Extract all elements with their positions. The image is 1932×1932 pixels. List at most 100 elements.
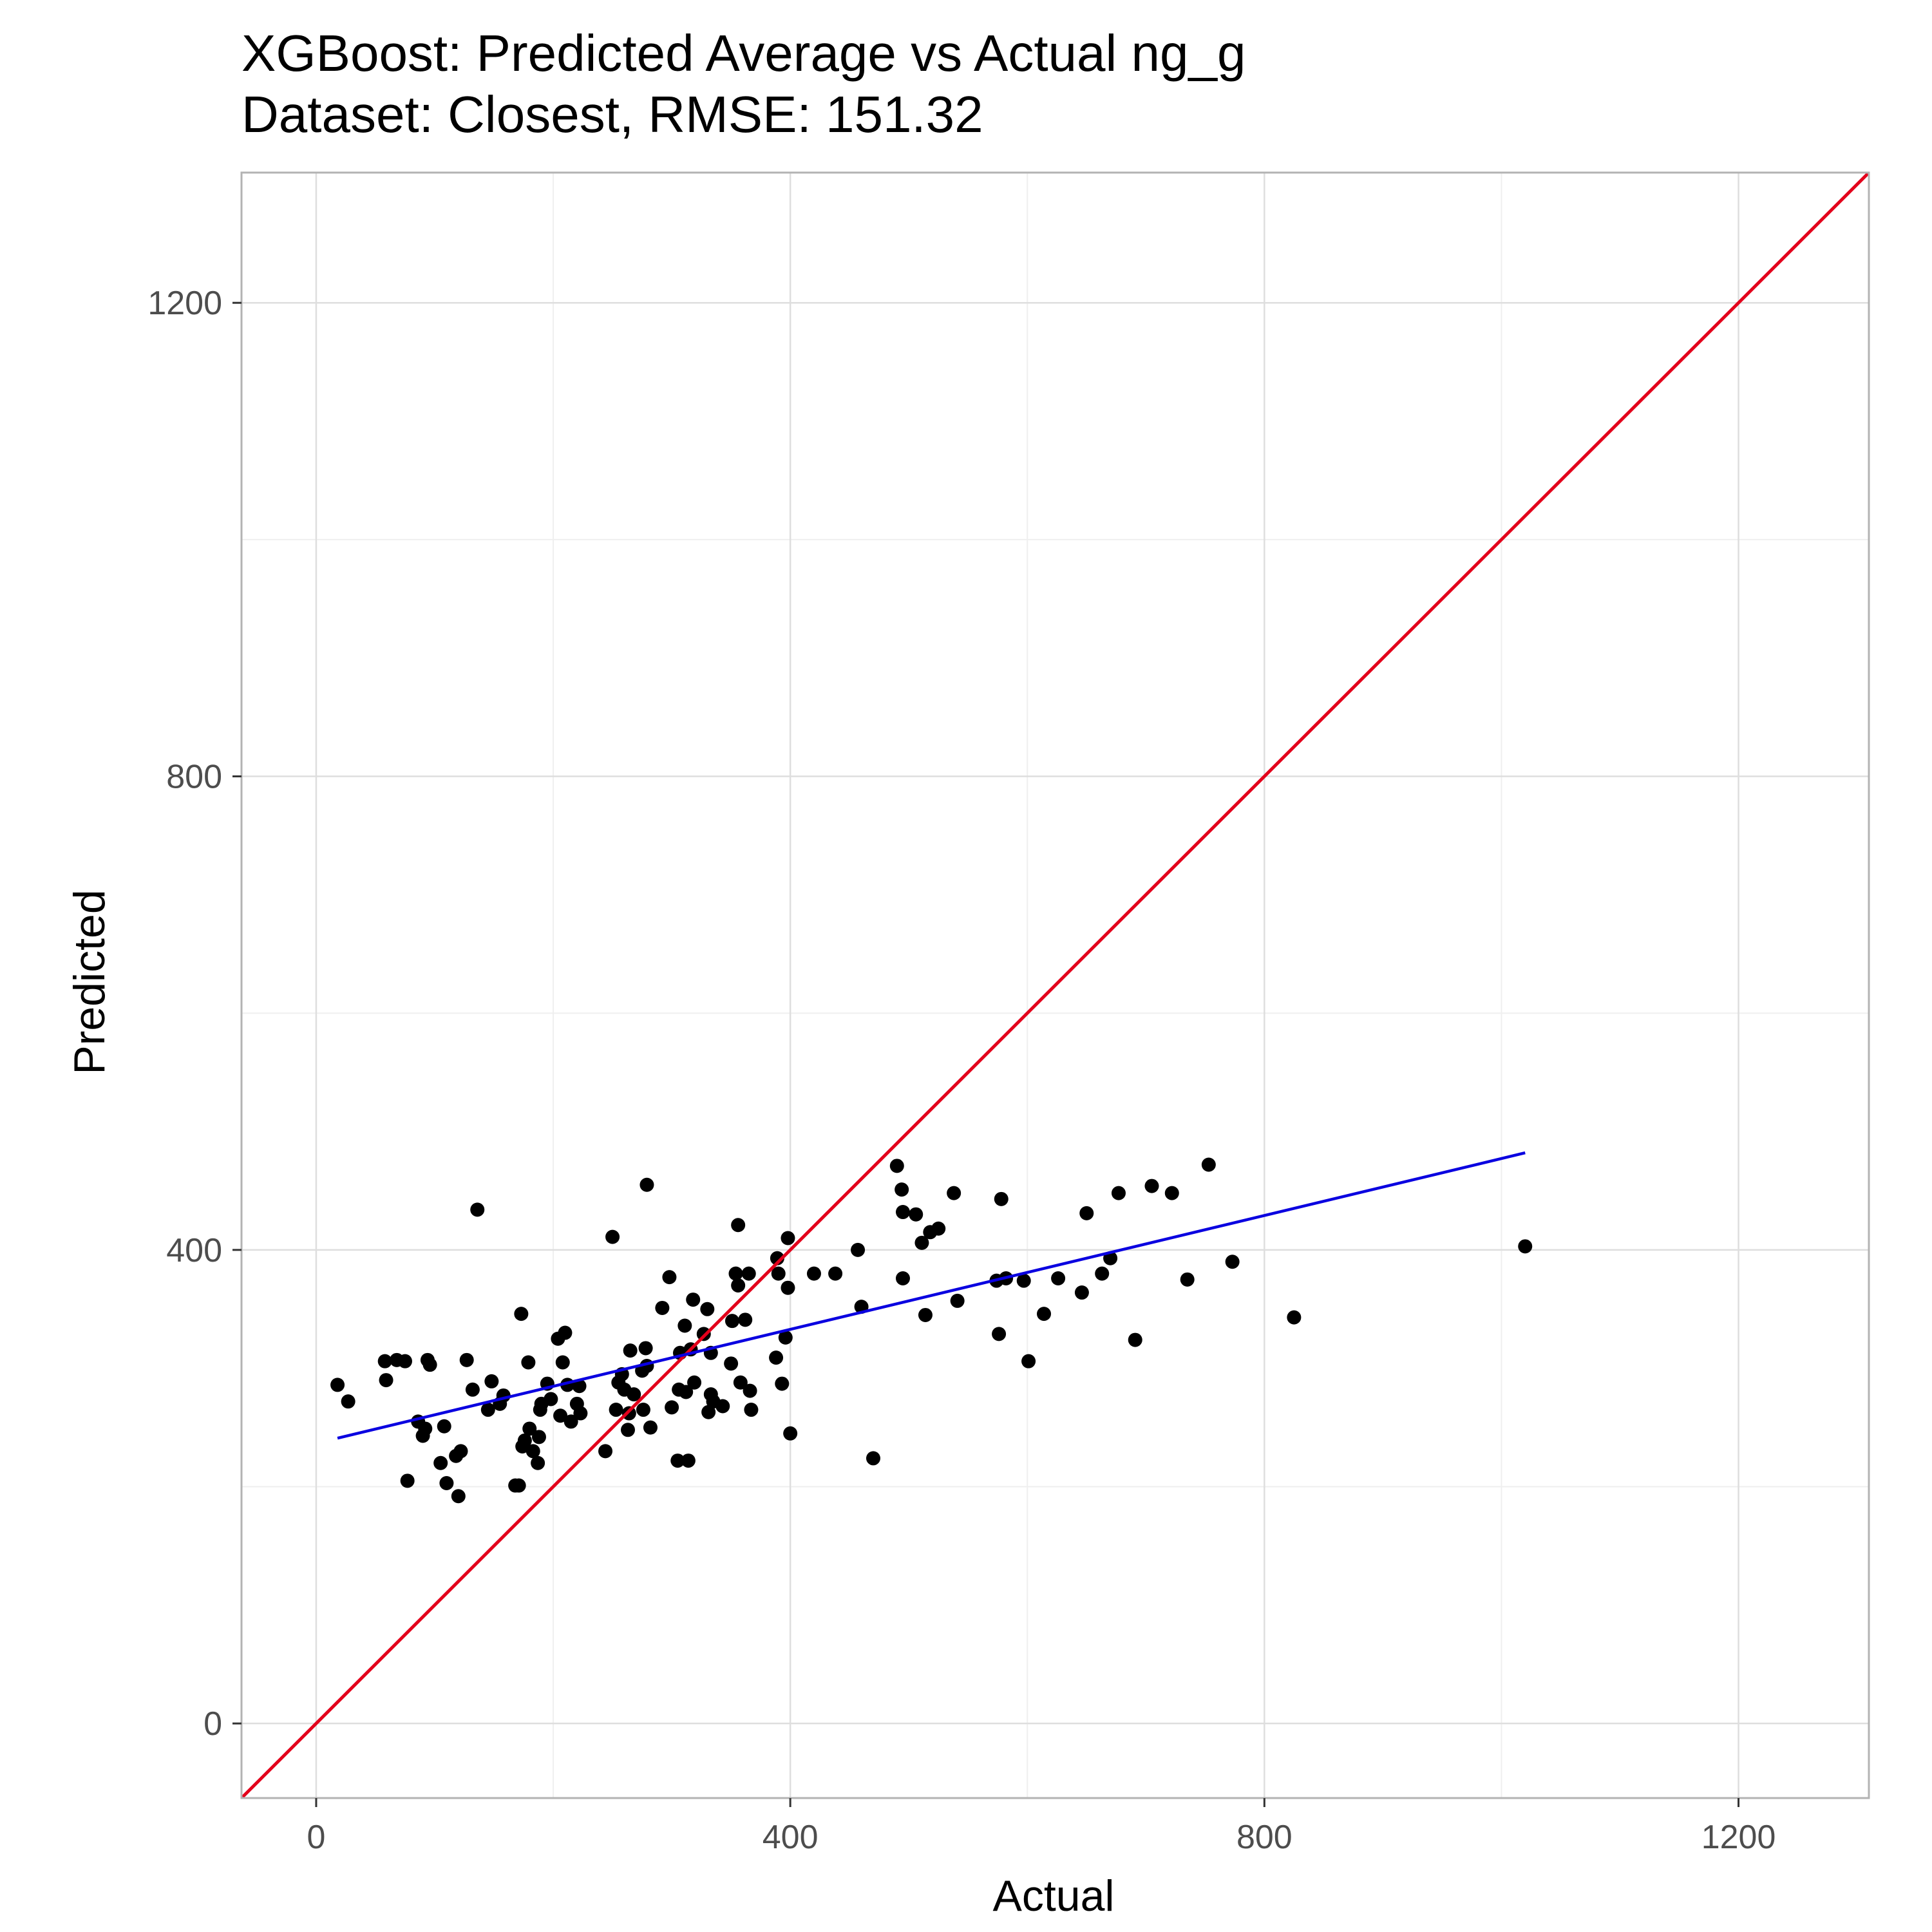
data-point xyxy=(418,1421,433,1436)
x-tick-label: 1200 xyxy=(1701,1819,1776,1856)
data-point xyxy=(439,1476,454,1491)
data-point xyxy=(400,1473,415,1488)
data-point xyxy=(769,1350,784,1365)
data-point xyxy=(1518,1239,1533,1254)
data-point xyxy=(377,1354,392,1368)
data-point xyxy=(621,1406,636,1421)
data-point xyxy=(828,1266,843,1281)
data-point xyxy=(379,1373,393,1388)
data-point xyxy=(531,1455,545,1470)
y-tick-label: 1200 xyxy=(147,285,222,322)
data-point xyxy=(992,1327,1007,1341)
data-point xyxy=(738,1312,753,1327)
data-point xyxy=(605,1229,620,1244)
data-point xyxy=(521,1355,536,1370)
data-point xyxy=(636,1403,650,1417)
data-point xyxy=(639,1177,654,1192)
data-point xyxy=(643,1420,658,1435)
data-point xyxy=(895,1205,910,1220)
data-point xyxy=(665,1400,679,1415)
data-point xyxy=(681,1454,696,1468)
data-point xyxy=(778,1330,793,1345)
data-point xyxy=(451,1489,466,1504)
data-point xyxy=(724,1314,739,1329)
data-point xyxy=(741,1266,756,1281)
data-point xyxy=(994,1191,1009,1206)
y-tick-label: 0 xyxy=(204,1705,222,1743)
data-point xyxy=(397,1354,412,1368)
data-point xyxy=(655,1300,670,1315)
data-point xyxy=(728,1266,743,1281)
data-point xyxy=(1144,1179,1159,1193)
data-point xyxy=(465,1382,480,1397)
data-point xyxy=(662,1270,677,1285)
data-point xyxy=(1021,1354,1036,1368)
data-point xyxy=(573,1406,588,1421)
data-point xyxy=(638,1341,653,1356)
data-point xyxy=(531,1430,546,1444)
data-point xyxy=(914,1235,929,1250)
data-point xyxy=(950,1293,965,1308)
data-point xyxy=(564,1414,578,1429)
x-tick-label: 400 xyxy=(762,1819,819,1856)
data-point xyxy=(627,1387,641,1402)
data-point xyxy=(806,1266,821,1281)
data-point xyxy=(514,1307,529,1321)
data-point xyxy=(555,1355,570,1370)
data-point xyxy=(433,1455,448,1470)
data-point xyxy=(609,1403,623,1417)
panel-border xyxy=(240,171,1870,1799)
x-axis-ticks: 0 400 800 1200 xyxy=(307,1798,1776,1856)
y-tick-label: 400 xyxy=(166,1232,222,1269)
data-point xyxy=(553,1408,568,1423)
data-point xyxy=(715,1399,730,1414)
x-axis-title: Actual xyxy=(993,1871,1115,1920)
data-point xyxy=(558,1325,573,1340)
data-point xyxy=(770,1251,784,1265)
data-point xyxy=(1016,1273,1031,1288)
data-point xyxy=(330,1378,345,1392)
data-point xyxy=(895,1271,910,1285)
data-point xyxy=(1079,1206,1094,1220)
data-point xyxy=(889,1159,904,1173)
major-gridlines xyxy=(242,173,1869,1798)
data-point xyxy=(1037,1307,1052,1321)
data-point xyxy=(1225,1255,1240,1269)
y-axis-ticks: 0 400 800 1200 xyxy=(147,285,242,1743)
data-point xyxy=(484,1374,499,1388)
data-point xyxy=(517,1433,532,1448)
data-point xyxy=(701,1405,716,1419)
data-point xyxy=(851,1242,866,1257)
x-tick-label: 0 xyxy=(307,1819,325,1856)
data-point xyxy=(744,1403,759,1417)
data-point xyxy=(1164,1186,1179,1200)
data-point xyxy=(686,1293,701,1307)
fit-line xyxy=(337,1151,1526,1440)
data-point xyxy=(733,1375,748,1390)
chart-subtitle: Dataset: Closest, RMSE: 151.32 xyxy=(242,86,983,143)
data-point xyxy=(1095,1266,1110,1281)
data-point xyxy=(1201,1157,1216,1172)
data-point xyxy=(623,1343,638,1358)
y-tick-label: 800 xyxy=(166,759,222,796)
plot-marks xyxy=(242,173,1869,1798)
data-point xyxy=(480,1403,495,1417)
data-point xyxy=(775,1376,790,1391)
data-point xyxy=(670,1454,685,1468)
data-point xyxy=(453,1444,468,1459)
data-point xyxy=(522,1421,537,1436)
data-point xyxy=(696,1327,711,1341)
data-point xyxy=(544,1392,558,1406)
data-point xyxy=(731,1278,746,1293)
data-point xyxy=(781,1231,795,1245)
data-point xyxy=(1128,1332,1142,1347)
data-point xyxy=(1051,1271,1066,1285)
y-axis-title: Predicted xyxy=(65,889,114,1074)
data-point xyxy=(677,1318,692,1333)
data-point xyxy=(526,1444,540,1459)
data-point xyxy=(1111,1186,1126,1200)
data-point xyxy=(947,1186,961,1200)
identity-line xyxy=(242,173,1869,1798)
